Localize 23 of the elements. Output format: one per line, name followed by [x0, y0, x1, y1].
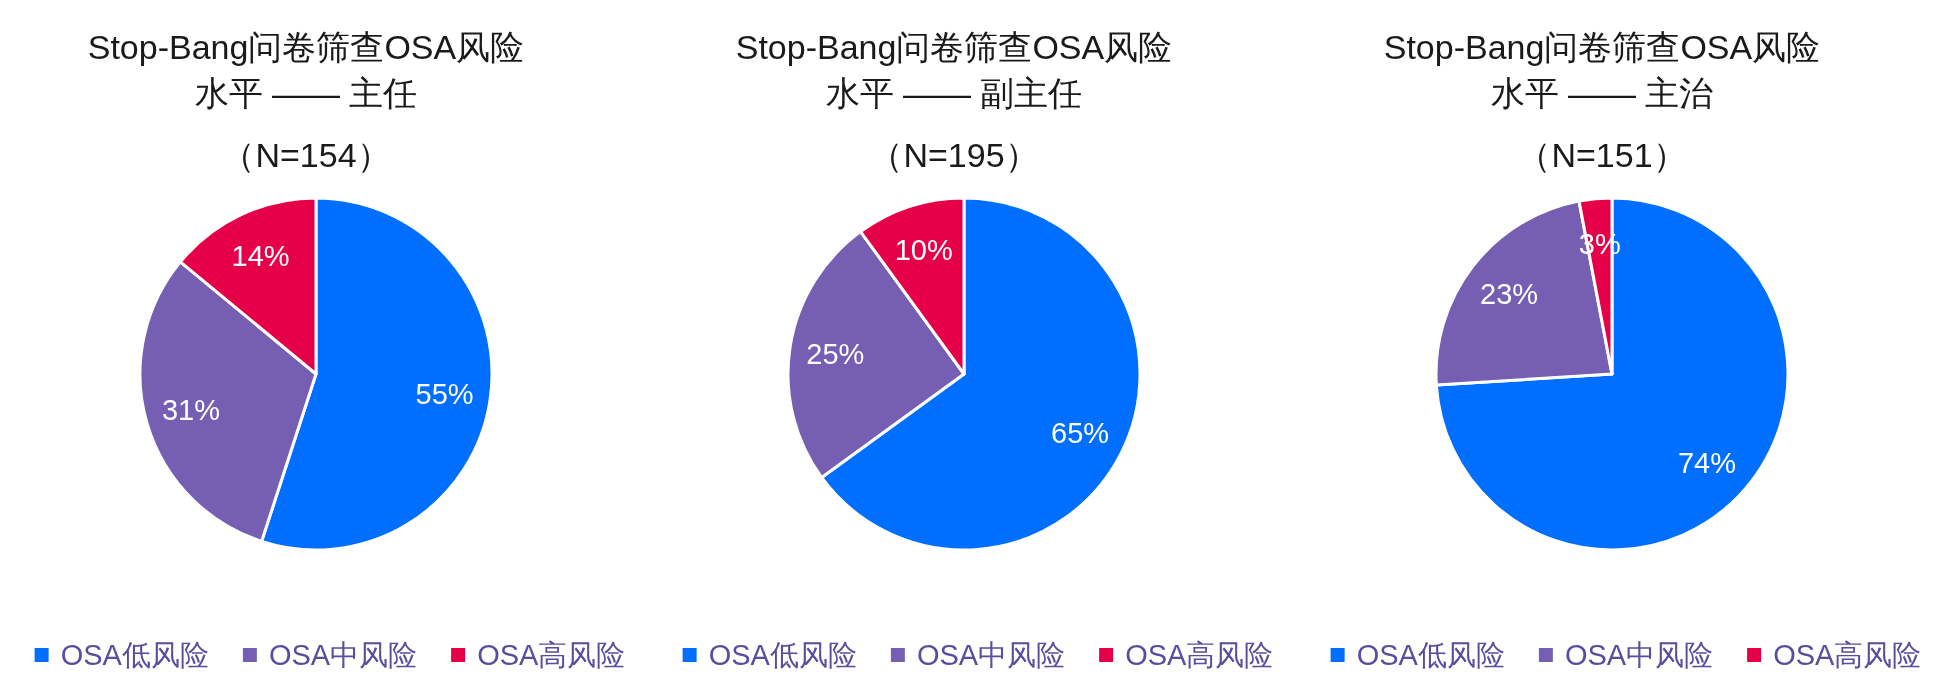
chart-title: Stop-Bang问卷筛查OSA风险水平 —— 主任: [87, 28, 525, 112]
legend-label: OSA低风险: [60, 639, 209, 671]
legend-label: OSA中风险: [268, 639, 418, 671]
data-label: 14%: [231, 240, 290, 273]
chart-subtitle: （N=151）: [1517, 136, 1687, 174]
data-label: 65%: [1051, 417, 1110, 450]
legend-label: OSA低风险: [708, 639, 857, 671]
legend-label: OSA高风险: [477, 639, 626, 671]
chart-title: Stop-Bang问卷筛查OSA风险水平 —— 副主任: [735, 28, 1173, 112]
chart-subtitle: （N=195）: [869, 136, 1039, 174]
legend-label: OSA中风险: [916, 639, 1066, 671]
data-label: 31%: [161, 394, 220, 427]
legend-label: OSA高风险: [1125, 639, 1274, 671]
legend-label: OSA中风险: [1564, 639, 1714, 671]
data-label: 23%: [1480, 278, 1539, 311]
legend-label: OSA高风险: [1773, 639, 1922, 671]
data-label: 10%: [894, 234, 953, 267]
data-label: 25%: [806, 337, 865, 370]
chart-title: Stop-Bang问卷筛查OSA风险水平 —— 主治: [1383, 28, 1821, 112]
data-label: 74%: [1677, 447, 1736, 480]
legend-label: OSA低风险: [1356, 639, 1505, 671]
chart-subtitle: （N=154）: [221, 136, 391, 174]
data-label: 55%: [415, 378, 474, 411]
